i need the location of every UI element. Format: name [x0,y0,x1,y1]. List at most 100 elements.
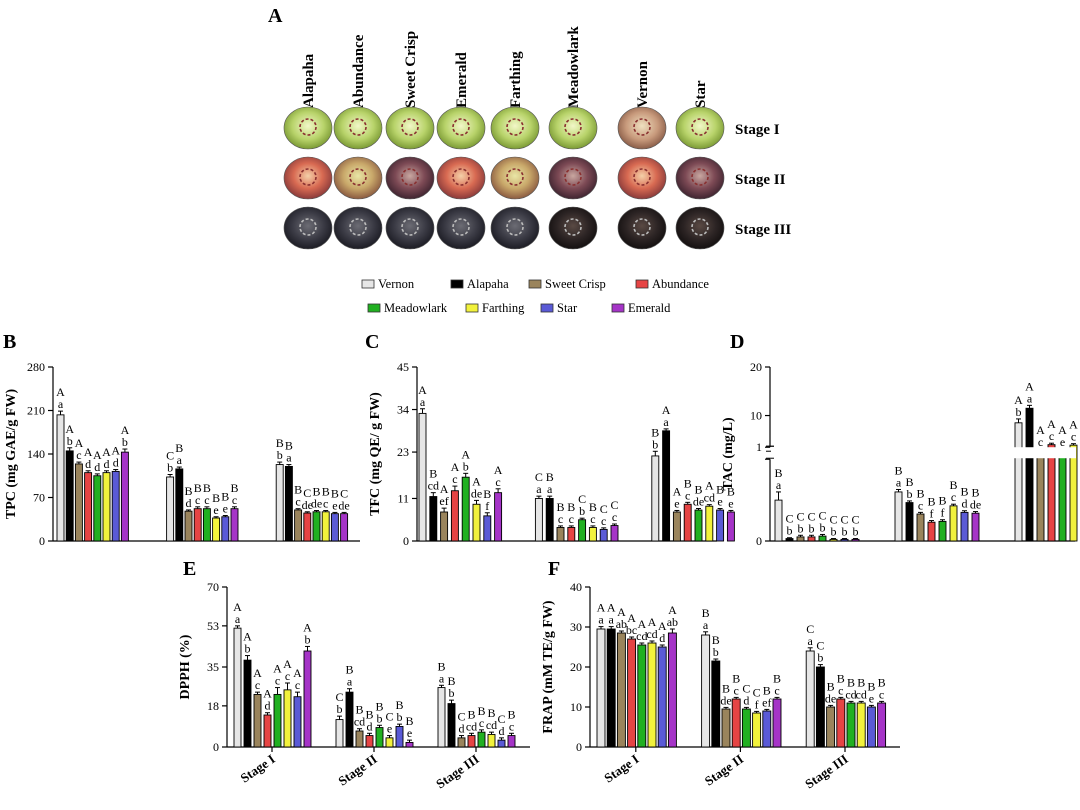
panel-d-annotation-upper: C [829,513,837,527]
legend-label-sweet-crisp: Sweet Crisp [545,277,606,291]
panel-f-annotation-upper: B [722,681,730,695]
panel-c-annotation-lower: cd [704,491,715,505]
panel-d-bar-farthing-stage-i [829,538,838,542]
panel-c-annotation-upper: B [546,470,554,484]
panel-d-bar-emerald-stage-i [851,538,860,542]
panel-c-annotation-lower: c [495,475,500,489]
panel-f-bar-farthing-stage-ii [752,712,762,748]
panel-c-annotation-upper: B [727,484,735,498]
panel-b-bar-meadowlark-stage-ii [202,508,211,542]
panel-b-bar-sweet-crisp-stage-i [74,463,83,542]
panel-c-bar-meadowlark-stage-iii [694,509,703,542]
panel-d-bar-alapaha-stage-ii [905,502,914,542]
legend-swatch-meadowlark [367,303,381,313]
panel-c-bar-sweet-crisp-stage-i [440,511,449,542]
panel-d-annotation-upper: C [807,509,815,523]
legend-swatch-star [540,303,554,313]
panel-c-annotation-upper: A [472,474,481,488]
panel-c-annotation-lower: e [717,495,722,509]
panel-f-annotation-upper: B [773,671,781,685]
panel-f-annotation-upper: B [878,675,886,689]
panel-b-annotation-lower: c [76,448,81,462]
panel-d-annotation-lower: b [787,524,793,538]
stage-labels: Stage I Stage II Stage III [735,122,791,238]
panel-c-annotation-upper: A [440,482,449,496]
panel-e-annotation-lower: d [265,699,271,713]
panel-c-bar-star-stage-i [483,515,492,542]
panel-f-bar-meadowlark-stage-ii [741,708,751,748]
berry-photo-stage-ii-vernon [617,156,667,200]
panel-e-ytick-label: 70 [207,580,219,594]
panel-b-bar-sweet-crisp-stage-ii [184,510,193,542]
cultivar-label-abundance: Abundance [351,34,367,108]
berry-photo-stage-iii-abundance [333,206,383,250]
panel-e-bar-emerald-stage-i [303,650,312,748]
panel-f-annotation-upper: B [857,675,865,689]
panel-e-bar-sweet-crisp-stage-iii [457,737,466,748]
legend-swatch-sweet-crisp [528,279,542,289]
panel-e-annotation-upper: A [303,620,312,634]
panel-e-xtick-label-stage-i: Stage I [237,751,277,785]
panel-c-y-axis-label: TFC (mg QE/ g FW) [368,392,383,516]
panel-e-bar-alapaha-stage-ii [345,691,354,748]
panel-f-annotation-lower: ab [667,615,678,629]
panel-c-annotation-lower: c [569,512,574,526]
legend-swatch-abundance [635,279,649,289]
panel-e-annotation-lower: e [407,726,412,740]
panel-f-xtick-label-stage-ii: Stage II [702,751,746,788]
panel-b-annotation-upper: B [230,481,238,495]
panel-c-annotation-lower: a [536,482,542,496]
panel-d-annotation-lower: c [1038,435,1043,449]
cultivar-label-alapaha: Alapaha [301,53,317,108]
panel-e-annotation-lower: c [285,669,290,683]
panel-d-annotation-lower: b [907,487,913,501]
panel-c-bar-emerald-stage-i [494,492,503,542]
legend-item-star: Star [540,301,578,315]
panel-c-ytick-label: 23 [397,445,409,459]
panel-e-annotation-lower: a [235,612,241,626]
panel-e-annotation-upper: C [457,710,465,724]
panel-e-bar-star-stage-iii [497,739,506,748]
panel-e-annotation-upper: B [345,663,353,677]
cultivar-label-meadowlark: Meadowlark [566,26,582,108]
panel-e-bar-meadowlark-stage-i [273,693,282,748]
panel-d-annotation-lower: a [1027,391,1033,405]
panel-c-annotation-upper: B [651,425,659,439]
panel-c-annotation-upper: C [578,492,586,506]
panel-f-annotation-lower: bc [626,623,637,637]
panel-b-bar-meadowlark-stage-iii [312,511,321,542]
panel-d-ytick-label: 0 [756,534,762,548]
panel-f-bar-star-stage-ii [762,710,772,748]
panel-d-bar-meadowlark-stage-iii [1058,450,1067,542]
panel-d-bar-vernon-stage-iii [1014,422,1023,542]
berry-photo-stage-iii-star [675,206,725,250]
panel-c-annotation-lower: a [547,482,553,496]
panel-e-annotation-lower: c [479,716,484,730]
panel-c-annotation-upper: B [716,483,724,497]
panel-e-bar-alapaha-stage-iii [447,703,456,748]
panel-e-bar-farthing-stage-ii [385,737,394,748]
panel-c-bar-emerald-stage-ii [610,525,619,542]
cultivar-label-emerald: Emerald [454,52,470,108]
panel-d-annotation-upper: B [894,463,902,477]
panel-b-bar-farthing-stage-iii [321,511,330,542]
panel-b-annotation-lower: b [277,448,283,462]
panel-f-ytick-label: 10 [570,700,582,714]
panel-e-annotation-upper: B [507,707,515,721]
panel-d-bar-farthing-stage-iii [1069,444,1078,542]
panel-e-bar-abundance-stage-iii [467,735,476,748]
panel-b-annotation-upper: B [285,439,293,453]
panel-c-annotation-lower: c [612,510,617,524]
panel-e-annotation-lower: a [439,671,445,685]
panel-e-annotation-lower: a [347,675,353,689]
panel-d-annotation-upper: A [1069,418,1078,432]
panel-f-bar-alapaha-stage-iii [815,666,825,748]
berry-photo-stage-ii-farthing [490,156,540,200]
panel-c-annotation-upper: C [610,498,618,512]
